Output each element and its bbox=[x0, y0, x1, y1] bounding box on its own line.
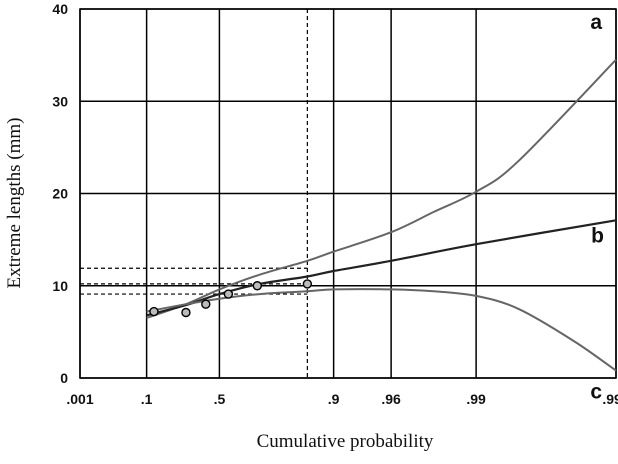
y-tick-label: 30 bbox=[52, 93, 68, 109]
y-tick-label: 20 bbox=[52, 186, 68, 202]
observation-point bbox=[252, 281, 262, 291]
curve-c bbox=[146, 288, 617, 372]
observation-point bbox=[181, 307, 191, 318]
series-layer bbox=[146, 59, 617, 372]
observation-point bbox=[223, 289, 234, 299]
y-tick-label: 0 bbox=[60, 370, 68, 386]
observation-point bbox=[302, 279, 313, 289]
y-axis-label: Extreme lengths (mm) bbox=[4, 118, 25, 289]
y-tick-label: 40 bbox=[52, 1, 68, 17]
x-axis-label: Cumulative probability bbox=[257, 431, 434, 452]
curve-a bbox=[146, 59, 617, 319]
x-tick-label: .99 bbox=[466, 391, 486, 407]
x-tick-label: .1 bbox=[141, 391, 153, 407]
x-tick-label: .96 bbox=[381, 391, 401, 407]
grid-layer bbox=[79, 8, 617, 379]
x-tick-label: .5 bbox=[214, 391, 226, 407]
observation-point bbox=[149, 306, 159, 317]
observation-point bbox=[201, 299, 211, 309]
x-tick-label: .9 bbox=[328, 391, 340, 407]
curve-label-b: b bbox=[591, 224, 604, 247]
y-tick-label: 10 bbox=[52, 278, 68, 294]
labels-layer: .001 .1 .5 .9 .96 .99 .999 0 10 20 30 40 a b c bbox=[52, 1, 618, 407]
observation-points bbox=[149, 279, 313, 318]
curve-label-a: a bbox=[590, 11, 602, 34]
curve-label-c: c bbox=[590, 381, 602, 404]
x-tick-label: .999 bbox=[602, 391, 618, 407]
x-tick-label: .001 bbox=[66, 391, 93, 407]
curve-b bbox=[146, 219, 617, 317]
